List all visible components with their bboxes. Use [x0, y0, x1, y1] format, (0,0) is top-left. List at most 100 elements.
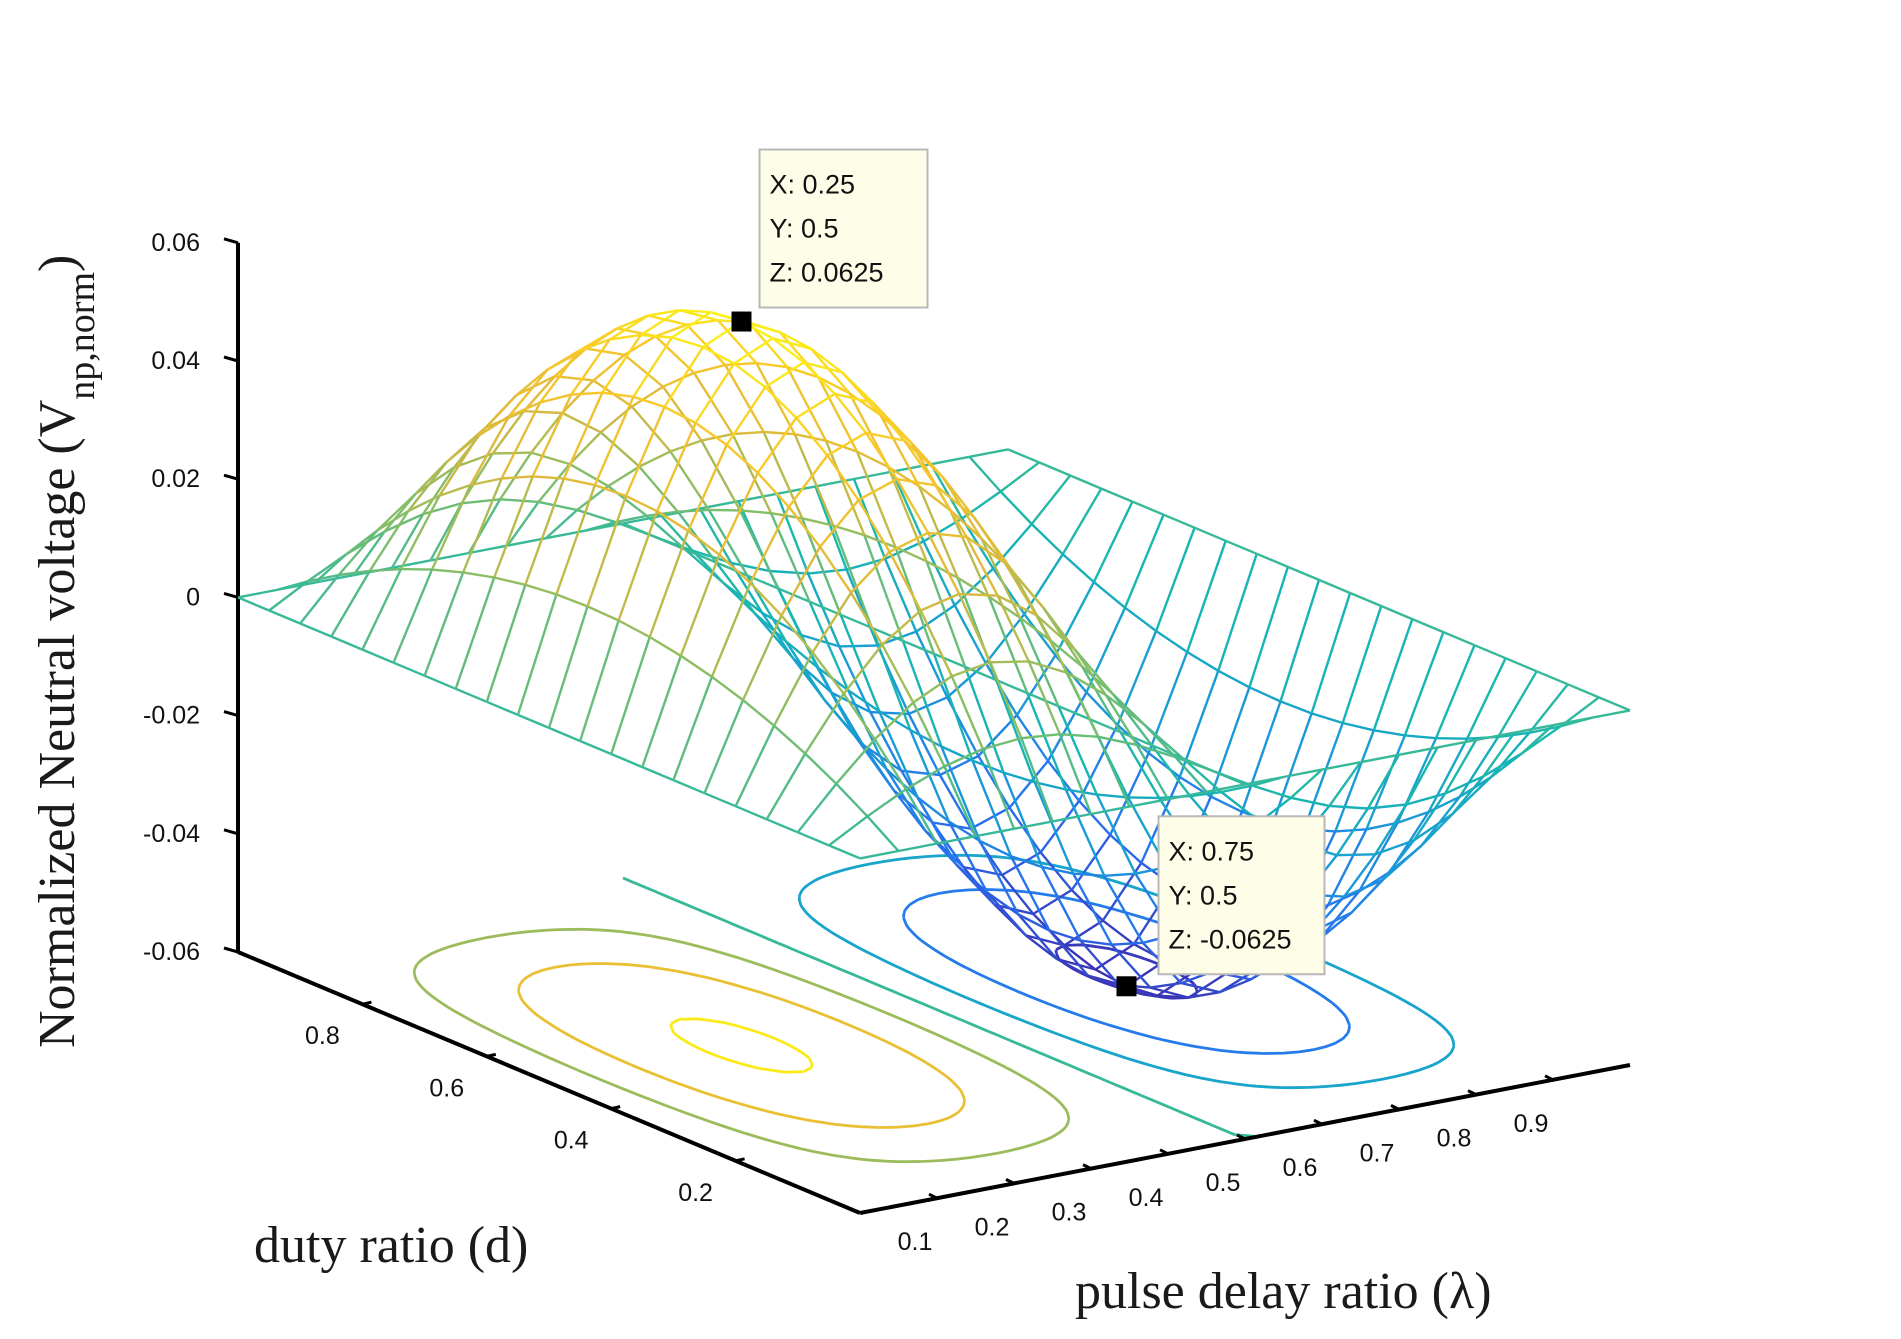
datatip-line: Y: 0.5 — [770, 214, 839, 244]
mesh-segment — [1420, 813, 1454, 847]
mesh-segment — [925, 560, 967, 668]
mesh-segment — [352, 530, 386, 576]
mesh-segment — [422, 466, 456, 515]
mesh-segment — [1064, 789, 1106, 877]
mesh-segment — [1397, 810, 1429, 824]
mesh-segment — [1066, 672, 1100, 738]
mesh-segment — [455, 687, 488, 703]
mesh-segment — [1017, 913, 1058, 960]
mesh-segment — [446, 435, 479, 463]
mesh-segment — [625, 494, 658, 513]
mesh-segment — [804, 693, 845, 755]
mesh-segment — [384, 513, 424, 533]
z-tick-label: -0.04 — [143, 820, 200, 848]
mesh-segment — [640, 309, 680, 337]
mesh-segment — [545, 509, 578, 540]
mesh-segment — [1010, 855, 1043, 869]
mesh-segment — [725, 386, 767, 446]
mesh-segment — [694, 421, 728, 446]
mesh-segment — [640, 333, 672, 339]
mesh-segment — [779, 331, 812, 350]
mesh-segment — [562, 392, 604, 480]
mesh-segment — [600, 431, 641, 468]
mesh-segment — [477, 394, 518, 437]
mesh-segment — [1120, 731, 1153, 747]
mesh-segment — [602, 391, 634, 398]
x-tick-mark — [1236, 1133, 1246, 1141]
mesh-segment — [832, 525, 873, 629]
mesh-segment — [532, 475, 564, 480]
mesh-segment — [610, 752, 643, 769]
mesh-segment — [929, 463, 964, 520]
mesh-segment — [834, 392, 874, 405]
mesh-segment — [855, 451, 897, 548]
mesh-segment — [576, 508, 616, 524]
mesh-segment — [1240, 701, 1282, 813]
mesh-segment — [718, 472, 759, 556]
mesh-segment — [1150, 981, 1182, 989]
mesh-segment — [1078, 724, 1119, 802]
mesh-segment — [672, 676, 714, 781]
mesh-segment — [1334, 729, 1375, 832]
mesh-segment — [563, 477, 596, 487]
mesh-segment — [1552, 716, 1592, 727]
mesh-segment — [1116, 630, 1158, 726]
mesh-segment — [1017, 913, 1051, 932]
mesh-segment — [647, 309, 680, 317]
mesh-segment — [1326, 828, 1368, 906]
datatip[interactable]: X: 0.75 Y: 0.5 Z: -0.0625 — [1116, 815, 1326, 997]
mesh-segment — [633, 395, 665, 409]
mesh-segment — [1328, 761, 1362, 807]
mesh-segment — [895, 478, 930, 534]
mesh-segment — [912, 701, 946, 767]
mesh-segment — [400, 567, 433, 571]
mesh-segment — [955, 863, 989, 894]
mesh-segment — [632, 336, 673, 398]
mesh-segment — [524, 478, 565, 586]
tick-labels: 0.1 0.2 0.3 0.4 0.5 0.6 0.7 0.8 0.9 0.2 0.4 0.6 0.8 -… — [143, 229, 1554, 1256]
mesh-segment — [995, 679, 1036, 783]
mesh-segment — [1248, 566, 1290, 688]
mesh-segment — [653, 535, 686, 551]
mesh-segment — [965, 536, 999, 597]
mesh-segment — [1052, 812, 1092, 823]
mesh-segment — [1038, 461, 1071, 477]
datatip[interactable]: X: 0.25 Y: 0.5 Z: 0.0625 — [731, 148, 929, 332]
mesh-segment — [708, 508, 741, 512]
mesh-segment — [878, 710, 919, 798]
mesh-segment — [842, 693, 876, 740]
mesh-segment — [1111, 941, 1143, 946]
mesh-segment — [987, 596, 1029, 694]
mesh-segment — [1025, 934, 1065, 947]
mesh-segment — [951, 661, 991, 678]
y-axis-line — [237, 950, 861, 1215]
mesh-segment — [594, 483, 627, 498]
mesh-segment — [684, 548, 717, 564]
mesh-segment — [903, 439, 937, 486]
mesh-segment — [1104, 694, 1138, 746]
mesh-segment — [819, 499, 860, 548]
datatip-marker[interactable] — [731, 311, 752, 332]
mesh-segment — [1078, 800, 1112, 836]
mesh-segment — [961, 490, 1002, 520]
mesh-segment — [1112, 693, 1153, 746]
mesh-segment — [841, 371, 875, 404]
mesh-segment — [1206, 783, 1246, 793]
mesh-segment — [850, 592, 884, 646]
mesh-segment — [1109, 834, 1143, 864]
mesh-segment — [1343, 878, 1384, 898]
mesh-segment — [671, 336, 704, 349]
datatip-marker[interactable] — [1116, 976, 1137, 997]
mesh-segment — [499, 451, 533, 500]
mesh-segment — [840, 613, 873, 629]
mesh-segment — [1350, 879, 1384, 914]
x-tick-mark — [928, 1192, 938, 1200]
mesh-segment — [986, 891, 1027, 937]
mesh-segment — [601, 334, 642, 394]
mesh-segment — [1321, 761, 1361, 771]
mesh-segment — [1475, 731, 1515, 742]
mesh-segment — [1290, 796, 1330, 808]
mesh-segment — [1244, 775, 1284, 786]
mesh-segment — [918, 485, 952, 512]
mesh-segment — [268, 580, 309, 612]
